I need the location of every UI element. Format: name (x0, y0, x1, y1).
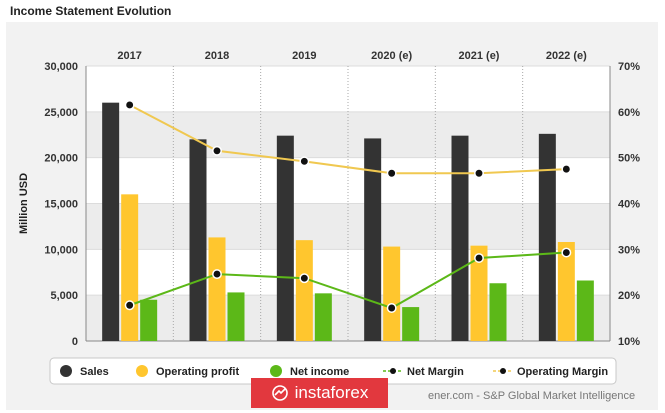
legend-marker-net-margin (390, 368, 396, 374)
legend-marker-operating-margin (500, 368, 506, 374)
bar-net-income (227, 292, 245, 341)
bar-net-income (489, 283, 507, 341)
y2-tick-label: 30% (618, 244, 640, 256)
y2-tick-label: 40% (618, 199, 640, 211)
y-tick-label: 0 (72, 336, 78, 348)
y2-tick-label: 60% (618, 107, 640, 119)
bar-sales (102, 102, 120, 342)
legend-label: Sales (80, 366, 109, 378)
y2-tick-label: 20% (618, 290, 640, 302)
bar-net-income (576, 280, 594, 341)
legend-label: Operating profit (156, 366, 239, 378)
bar-operating-profit (208, 237, 226, 341)
bar-operating-profit (470, 245, 488, 341)
point-net-margin (386, 303, 397, 313)
y-tick-label: 5,000 (50, 290, 78, 302)
y-axis-label: Million USD (18, 173, 30, 234)
bar-sales (276, 135, 294, 341)
y-tick-label: 15,000 (44, 199, 78, 211)
point-net-margin (299, 273, 310, 284)
legend-marker-sales (60, 365, 72, 377)
point-operating-margin (561, 164, 572, 175)
x-tick-label: 2018 (205, 50, 229, 62)
y-tick-label: 10,000 (44, 244, 78, 256)
legend-marker-operating-profit (136, 365, 148, 377)
bar-operating-profit (121, 194, 139, 341)
watermark-text: instaforex (294, 383, 369, 402)
point-operating-margin (212, 145, 222, 156)
point-operating-margin (124, 100, 135, 110)
legend-marker-net-income (270, 365, 282, 377)
point-net-margin (474, 253, 484, 263)
logo-icon (271, 385, 288, 401)
y2-tick-label: 70% (618, 61, 640, 73)
y2-tick-label: 50% (618, 153, 640, 165)
x-tick-label: 2019 (292, 50, 316, 62)
legend-label: Net Margin (407, 366, 464, 378)
bar-operating-profit (383, 246, 401, 341)
y-tick-label: 20,000 (44, 153, 78, 165)
point-operating-margin (386, 168, 397, 179)
y2-tick-label: 10% (618, 336, 640, 348)
bar-net-income (402, 307, 420, 341)
point-net-margin (212, 269, 222, 280)
legend-label: Net income (290, 366, 349, 378)
bar-net-income (140, 299, 158, 341)
bar-sales (538, 133, 556, 341)
bar-sales (451, 135, 469, 341)
watermark-badge: instaforex (251, 378, 388, 408)
x-tick-label: 2020 (e) (371, 50, 412, 62)
bar-sales (189, 139, 207, 341)
x-tick-label: 2022 (e) (546, 50, 587, 62)
point-operating-margin (474, 168, 484, 179)
x-tick-label: 2021 (e) (459, 50, 500, 62)
bar-operating-profit (557, 242, 575, 341)
source-text: ener.com - S&P Global Market Intelligenc… (428, 390, 636, 402)
bar-net-income (314, 293, 332, 341)
y-tick-label: 30,000 (44, 61, 78, 73)
legend-label: Operating Margin (517, 366, 608, 378)
x-tick-label: 2017 (117, 50, 141, 62)
bar-operating-profit (295, 240, 313, 341)
point-net-margin (124, 300, 135, 311)
line-net-margin (129, 251, 567, 310)
line-operating-margin (129, 104, 567, 175)
bar-sales (364, 138, 382, 341)
chart-title: Income Statement Evolution (10, 4, 172, 18)
grid-band (86, 203, 610, 250)
point-net-margin (561, 247, 572, 258)
y-tick-label: 25,000 (44, 107, 78, 119)
point-operating-margin (299, 156, 310, 167)
